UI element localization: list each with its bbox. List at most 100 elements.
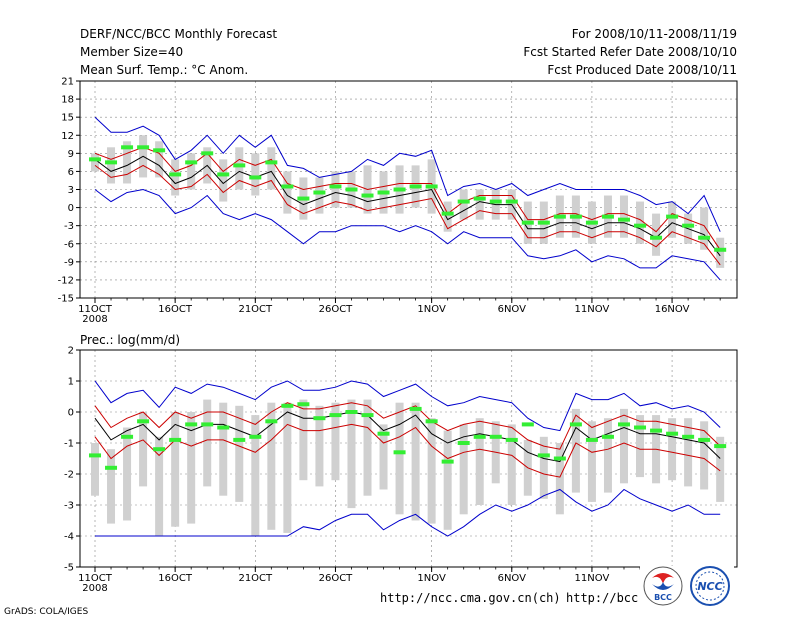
median-marker (617, 422, 630, 427)
spread-box (171, 412, 180, 527)
y-tick-label: -4 (64, 532, 74, 543)
median-marker (425, 184, 438, 189)
spread-box (235, 147, 244, 190)
median-marker (153, 447, 166, 452)
median-marker (169, 172, 182, 177)
median-marker (650, 428, 663, 433)
median-marker (666, 214, 679, 219)
spread-box (427, 418, 436, 524)
spread-box (107, 449, 116, 524)
spread-box (123, 141, 132, 184)
year-label: 2008 (82, 583, 107, 594)
spread-box (187, 412, 196, 524)
spread-box (636, 201, 645, 244)
median-marker (585, 220, 598, 225)
median-marker (682, 434, 695, 439)
median-marker (521, 220, 534, 225)
series-upper-line (94, 402, 721, 450)
median-marker (361, 193, 374, 198)
median-marker (553, 214, 566, 219)
bcc-swirl-icon (652, 573, 674, 584)
spread-box (379, 424, 388, 490)
spread-box (107, 147, 116, 184)
median-marker (714, 444, 727, 449)
spread-box (475, 189, 484, 220)
median-marker (153, 148, 166, 153)
y-tick-label: 0 (68, 203, 74, 214)
y-tick-label: 21 (61, 77, 74, 88)
series-max-line (94, 380, 721, 432)
y-tick-label: 0 (68, 408, 74, 419)
series-lower-line (94, 423, 721, 478)
median-marker (313, 190, 326, 195)
spread-box (539, 436, 548, 499)
median-marker (489, 434, 502, 439)
spread-box (267, 147, 276, 190)
y-tick-label: -3 (64, 501, 74, 512)
spread-box (155, 141, 164, 178)
spread-box (219, 402, 228, 496)
median-marker (361, 413, 374, 418)
ncc-logo-text: NCC (697, 580, 722, 593)
median-marker (265, 419, 278, 424)
median-marker (682, 223, 695, 228)
median-marker (537, 453, 550, 458)
y-tick-label: -2 (64, 470, 74, 481)
spread-box (443, 201, 452, 232)
x-tick-label: 26OCT (319, 304, 354, 315)
spread-box (91, 153, 99, 172)
x-tick-label: 11OCT (78, 304, 113, 315)
spread-box (331, 402, 340, 481)
spread-box (299, 399, 308, 481)
plot-frame (79, 349, 738, 568)
median-marker (185, 422, 198, 427)
spread-box (555, 443, 564, 515)
median-marker (409, 184, 422, 189)
y-tick-label: -1 (64, 439, 74, 450)
median-marker (473, 434, 486, 439)
median-marker (249, 175, 262, 180)
median-marker (521, 422, 534, 427)
spread-box (716, 436, 725, 502)
spread-box (443, 430, 452, 530)
bcc-logo: BCC (640, 566, 734, 612)
median-marker (89, 157, 101, 162)
y-tick-label: 6 (68, 167, 74, 178)
spread-box (315, 405, 324, 487)
spread-box (219, 159, 228, 202)
series-mean-line (94, 411, 721, 463)
median-marker (345, 187, 358, 192)
median-marker (714, 247, 727, 252)
spread-box (267, 402, 276, 530)
median-marker (569, 214, 582, 219)
median-marker (249, 434, 262, 439)
median-marker (329, 184, 342, 189)
spread-box (716, 237, 725, 268)
spread-box (459, 189, 468, 220)
median-marker (297, 196, 310, 201)
spread-box (363, 399, 372, 496)
x-tick-label: 21OCT (238, 304, 273, 315)
spread-box (91, 443, 99, 496)
spread-box (331, 171, 340, 208)
series-min-line (95, 488, 721, 537)
x-tick-label: 6NOV (498, 573, 527, 584)
spread-box (251, 153, 260, 196)
spread-box (700, 421, 709, 490)
footer-url-bcc: http://bcc. (566, 591, 645, 605)
spread-box (684, 418, 693, 487)
plot-frame (79, 80, 738, 299)
temperature-panel: 21 18 15 12 9 6 3 0 -3 -6 -9 -12 -15 11OCT 16OCT 21OCT 2… (58, 77, 738, 325)
median-marker (441, 211, 454, 216)
median-marker (281, 403, 294, 408)
x-tick-label: 16OCT (158, 573, 193, 584)
year-label: 2008 (82, 314, 107, 325)
spread-box (171, 159, 180, 196)
median-marker (537, 220, 550, 225)
median-marker (297, 402, 310, 407)
median-marker (634, 425, 647, 430)
spread-box (619, 408, 628, 484)
spread-box (203, 399, 212, 487)
spread-box (251, 415, 260, 536)
y-tick-label: -9 (64, 257, 74, 268)
